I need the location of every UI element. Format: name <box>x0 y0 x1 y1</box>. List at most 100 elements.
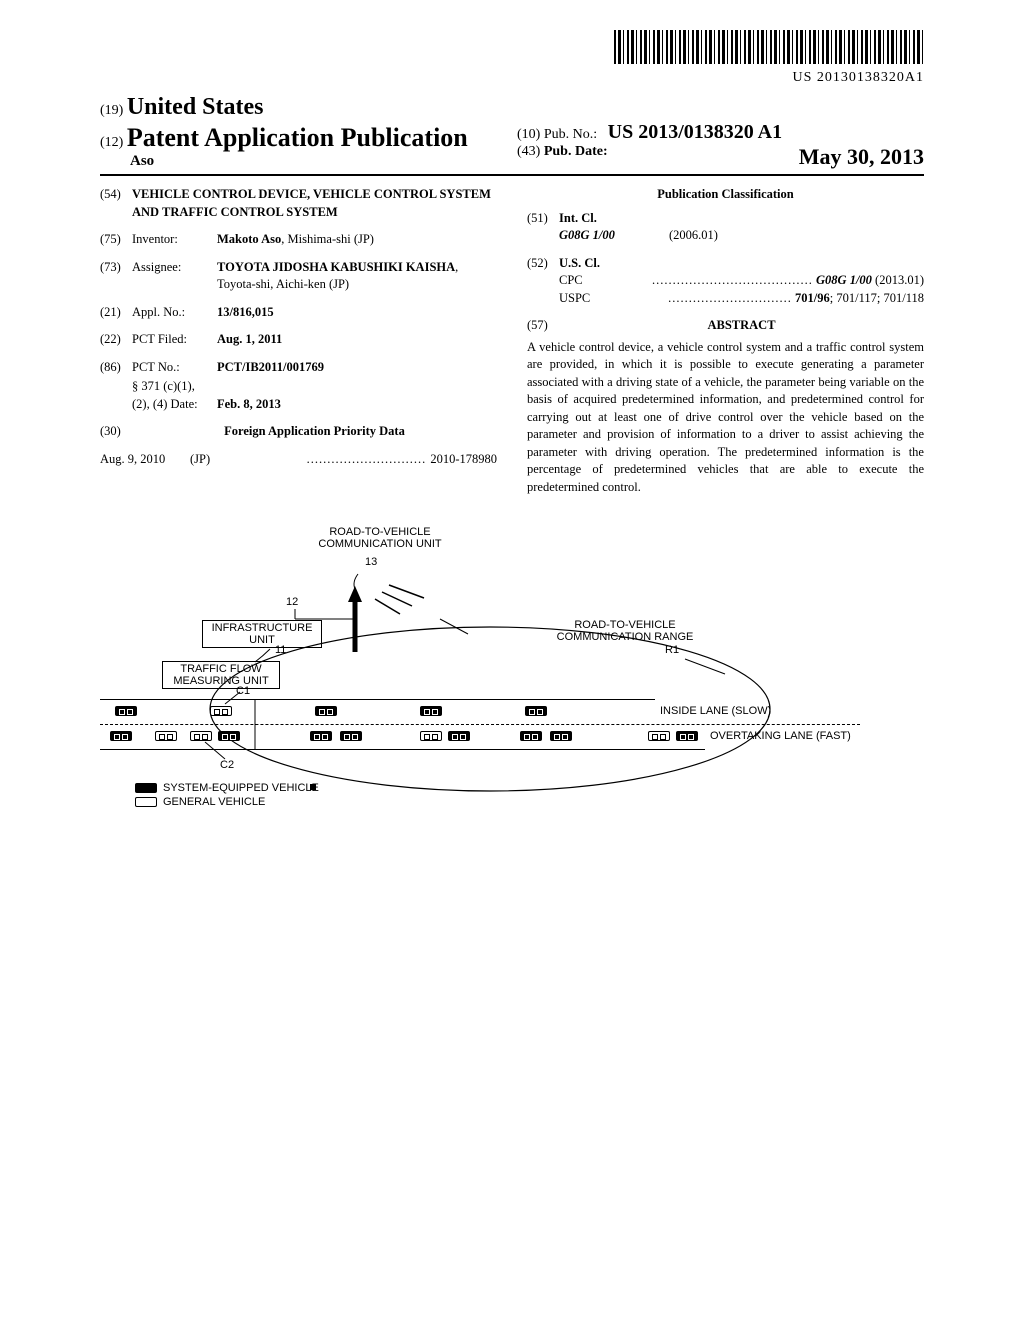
pct-number: PCT/IB2011/001769 <box>217 359 497 377</box>
applno-tag: (21) <box>100 304 132 322</box>
sec371-b: (2), (4) Date: <box>132 396 217 414</box>
general-vehicle-icon <box>155 731 177 741</box>
header-right: (10) Pub. No.: US 2013/0138320 A1 (43) P… <box>507 121 924 170</box>
abstract-heading: ABSTRACT <box>559 317 924 335</box>
lane-mid <box>100 724 860 725</box>
system-vehicle-icon <box>520 731 542 741</box>
legend-gen-icon <box>135 797 157 807</box>
legend-sys-label: SYSTEM-EQUIPPED VEHICLE <box>163 782 319 794</box>
pubdate-label: Pub. Date: <box>544 144 608 159</box>
label-13: 13 <box>365 556 377 568</box>
assignee-label: Assignee: <box>132 259 217 294</box>
inventor-tag: (75) <box>100 231 132 249</box>
inside-lane-label: INSIDE LANE (SLOW) <box>660 705 840 717</box>
barcode-area <box>100 30 924 68</box>
barcode-number: US 20130138320A1 <box>100 70 924 86</box>
pct-filed: Aug. 1, 2011 <box>217 331 497 349</box>
uscl-label: U.S. Cl. <box>559 255 924 273</box>
uspc-value: 701/96 <box>795 291 830 305</box>
pctfiled-tag: (22) <box>100 331 132 349</box>
general-vehicle-icon <box>648 731 670 741</box>
label-12: 12 <box>286 596 298 608</box>
pubclass-heading: Publication Classification <box>527 186 924 204</box>
system-vehicle-icon <box>525 706 547 716</box>
system-vehicle-icon <box>420 706 442 716</box>
system-vehicle-icon <box>340 731 362 741</box>
invention-title: VEHICLE CONTROL DEVICE, VEHICLE CONTROL … <box>132 186 497 221</box>
lane-top <box>100 699 655 700</box>
pub-prefix: (12) <box>100 135 123 150</box>
foreign-number: 2010-178980 <box>430 452 497 466</box>
header-block: (19) United States (12) Patent Applicati… <box>100 94 924 176</box>
uspc-label: USPC <box>559 290 604 308</box>
right-column: Publication Classification (51) Int. Cl.… <box>527 186 924 496</box>
overtake-lane-label: OVERTAKING LANE (FAST) <box>710 730 890 742</box>
rtv-range-label: ROAD-TO-VEHICLE COMMUNICATION RANGE <box>540 619 710 643</box>
country-prefix: (19) <box>100 103 123 118</box>
assignee-tag: (73) <box>100 259 132 294</box>
header-left: (19) United States (12) Patent Applicati… <box>100 94 507 170</box>
system-vehicle-icon <box>315 706 337 716</box>
cpc-label: CPC <box>559 272 604 290</box>
infra-box: INFRASTRUCTURE UNIT <box>202 620 322 648</box>
label-11: 11 <box>275 644 286 656</box>
cpc-value: G08G 1/00 <box>816 273 872 287</box>
intcl-label: Int. Cl. <box>559 210 924 228</box>
system-vehicle-icon <box>110 731 132 741</box>
inventor-label: Inventor: <box>132 231 217 249</box>
barcode <box>614 30 924 64</box>
appl-number: 13/816,015 <box>217 304 497 322</box>
inventor-name: Makoto Aso <box>217 232 281 246</box>
pub-date: May 30, 2013 <box>608 144 924 170</box>
intcl-tag: (51) <box>527 210 559 228</box>
intcl-year: (2006.01) <box>669 227 718 245</box>
rtv-unit-label: ROAD-TO-VEHICLE COMMUNICATION UNIT <box>295 526 465 550</box>
traffic-box: TRAFFIC FLOW MEASURING UNIT <box>162 661 280 689</box>
legend-gen-label: GENERAL VEHICLE <box>163 796 265 808</box>
pctno-label: PCT No.: <box>132 359 217 377</box>
system-vehicle-icon <box>676 731 698 741</box>
pub-type: Patent Application Publication <box>127 123 468 152</box>
general-vehicle-icon <box>420 731 442 741</box>
label-c1: C1 <box>236 685 250 697</box>
pubno-label: Pub. No.: <box>544 127 597 142</box>
pctfiled-label: PCT Filed: <box>132 331 217 349</box>
lane-bottom <box>100 749 705 750</box>
system-vehicle-icon <box>310 731 332 741</box>
country: United States <box>127 94 264 120</box>
intcl-code: G08G 1/00 <box>559 228 615 242</box>
label-r1: R1 <box>665 644 679 656</box>
applno-label: Appl. No.: <box>132 304 217 322</box>
inventor-loc: , Mishima-shi (JP) <box>281 232 374 246</box>
biblio-columns: (54) VEHICLE CONTROL DEVICE, VEHICLE CON… <box>100 186 924 496</box>
general-vehicle-icon <box>190 731 212 741</box>
cpc-year: (2013.01) <box>875 273 924 287</box>
patent-figure: ROAD-TO-VEHICLE COMMUNICATION UNIT 13 12… <box>100 524 870 844</box>
abstract-text: A vehicle control device, a vehicle cont… <box>527 339 924 497</box>
title-tag: (54) <box>100 186 132 221</box>
legend: SYSTEM-EQUIPPED VEHICLE GENERAL VEHICLE <box>135 782 319 808</box>
system-vehicle-icon <box>448 731 470 741</box>
foreign-title: Foreign Application Priority Data <box>132 423 497 441</box>
abstract-tag: (57) <box>527 317 559 335</box>
uspc-extra: ; 701/117; 701/118 <box>830 291 924 305</box>
foreign-country: (JP) <box>190 451 230 470</box>
pub-number: US 2013/0138320 A1 <box>608 121 782 143</box>
left-column: (54) VEHICLE CONTROL DEVICE, VEHICLE CON… <box>100 186 497 496</box>
foreign-tag: (30) <box>100 423 132 441</box>
assignee-name: TOYOTA JIDOSHA KABUSHIKI KAISHA <box>217 260 455 274</box>
system-vehicle-icon <box>218 731 240 741</box>
label-c2: C2 <box>220 759 234 771</box>
system-vehicle-icon <box>115 706 137 716</box>
system-vehicle-icon <box>550 731 572 741</box>
pubdate-prefix: (43) <box>517 144 540 159</box>
pubno-prefix: (10) <box>517 127 540 142</box>
sec371-date: Feb. 8, 2013 <box>217 396 497 414</box>
author-line: Aso <box>100 153 507 170</box>
pctno-tag: (86) <box>100 359 132 377</box>
sec371-a: § 371 (c)(1), <box>132 378 497 396</box>
uscl-tag: (52) <box>527 255 559 273</box>
foreign-date: Aug. 9, 2010 <box>100 451 190 470</box>
dots <box>307 452 431 466</box>
general-vehicle-icon <box>210 706 232 716</box>
